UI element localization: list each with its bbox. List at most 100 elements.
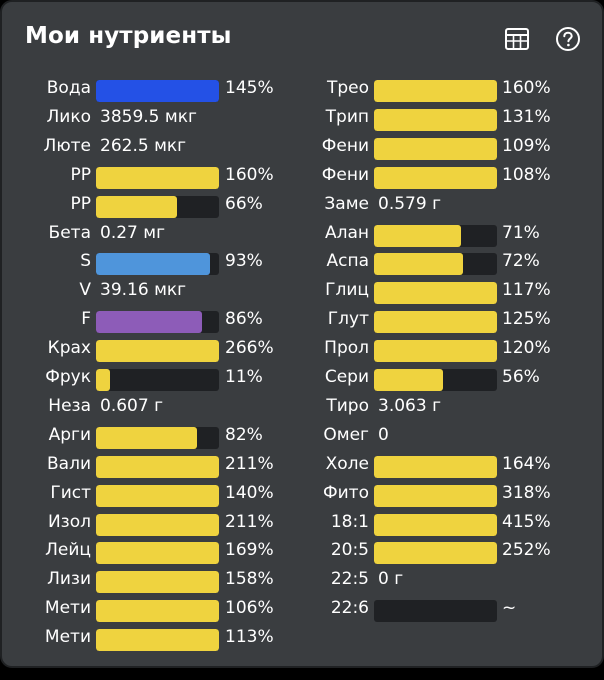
- nutrient-label: Лизи: [47, 569, 91, 590]
- nutrient-label: Гист: [50, 482, 91, 503]
- nutrient-row-f[interactable]: F 86%: [2, 307, 302, 336]
- nutrient-row-тиро[interactable]: Тиро 3.063 г: [294, 394, 604, 423]
- help-icon[interactable]: [555, 26, 581, 52]
- nutrient-progress-bar: [374, 137, 497, 160]
- nutrient-percent: 93%: [225, 251, 263, 272]
- nutrient-progress-fill: [96, 426, 197, 449]
- nutrient-row-гист[interactable]: Гист 140%: [2, 481, 302, 510]
- nutrient-row-мети[interactable]: Мети 106%: [2, 596, 302, 625]
- nutrient-progress-fill: [374, 224, 462, 247]
- nutrient-label: 22:5: [330, 569, 369, 590]
- nutrient-row-фени[interactable]: Фени 108%: [294, 163, 604, 192]
- nutrient-row-заме[interactable]: Заме 0.579 г: [294, 192, 604, 221]
- nutrient-row-фени[interactable]: Фени 109%: [294, 134, 604, 163]
- nutrient-row-22-5[interactable]: 22:5 0 г: [294, 567, 604, 596]
- nutrient-row-вода[interactable]: Вода 145%: [2, 76, 302, 105]
- panel-title: Мои нутриенты: [25, 23, 232, 49]
- nutrient-percent: 56%: [502, 367, 540, 387]
- nutrient-row-рр[interactable]: РР 160%: [2, 163, 302, 192]
- nutrient-amount: 0.579 г: [378, 193, 442, 214]
- nutrient-progress-bar: [96, 484, 219, 507]
- nutrient-progress-fill: [96, 513, 219, 536]
- nutrient-progress-fill: [374, 253, 463, 276]
- table-icon[interactable]: [504, 26, 530, 52]
- nutrient-percent: 160%: [225, 164, 274, 185]
- nutrient-amount: 3.063 г: [378, 395, 442, 416]
- nutrient-percent: 160%: [502, 78, 551, 98]
- nutrient-label: Изол: [47, 511, 91, 532]
- nutrient-progress-bar: [96, 629, 219, 652]
- nutrient-row-лейц[interactable]: Лейц 169%: [2, 538, 302, 567]
- nutrient-row-глут[interactable]: Глут 125%: [294, 307, 604, 336]
- nutrient-amount: 0 г: [378, 569, 404, 590]
- nutrient-row-фрук[interactable]: Фрук 11%: [2, 365, 302, 394]
- nutrient-amount: 0.27 мг: [100, 222, 166, 243]
- nutrient-progress-bar: [96, 571, 219, 594]
- nutrient-row-трип[interactable]: Трип 131%: [294, 105, 604, 134]
- nutrient-progress-bar: [96, 80, 219, 102]
- nutrient-row-сери[interactable]: Сери 56%: [294, 365, 604, 394]
- nutrient-amount: 3859.5 мкг: [100, 106, 197, 127]
- nutrient-progress-fill: [374, 455, 497, 478]
- nutrient-row-неза[interactable]: Неза 0.607 г: [2, 394, 302, 423]
- nutrient-row-20-5[interactable]: 20:5 252%: [294, 538, 604, 567]
- nutrient-progress-fill: [374, 282, 497, 305]
- nutrient-amount: 0.607 г: [100, 395, 164, 416]
- nutrient-label: Фито: [323, 482, 369, 503]
- nutrient-label: V: [79, 280, 91, 301]
- nutrient-percent: 266%: [225, 338, 274, 359]
- nutrient-row-глиц[interactable]: Глиц 117%: [294, 278, 604, 307]
- nutrient-row-лико[interactable]: Лико 3859.5 мкг: [2, 105, 302, 134]
- nutrient-percent: 113%: [225, 627, 274, 648]
- nutrient-progress-fill: [374, 340, 497, 363]
- nutrient-label: Лико: [46, 106, 91, 127]
- nutrient-label: Сери: [324, 367, 369, 387]
- nutrient-row-трео[interactable]: Трео 160%: [294, 76, 604, 105]
- nutrient-label: Тиро: [326, 395, 369, 416]
- nutrient-label: Фрук: [45, 367, 91, 387]
- nutrient-progress-bar: [96, 426, 219, 449]
- nutrient-label: Фени: [321, 135, 369, 156]
- nutrient-percent: 131%: [502, 106, 551, 127]
- nutrient-label: Алан: [324, 222, 369, 243]
- nutrient-progress-bar: [374, 108, 497, 131]
- nutrient-progress-bar: [374, 542, 497, 565]
- nutrient-progress-bar: [96, 600, 219, 623]
- nutrient-row-18-1[interactable]: 18:1 415%: [294, 510, 604, 539]
- nutrient-row-люте[interactable]: Люте 262.5 мкг: [2, 134, 302, 163]
- nutrient-progress-bar: [374, 600, 497, 623]
- nutrient-progress-bar: [96, 455, 219, 478]
- nutrient-row-прол[interactable]: Прол 120%: [294, 336, 604, 365]
- nutrient-row-арги[interactable]: Арги 82%: [2, 423, 302, 452]
- nutrient-row-омег[interactable]: Омег 0: [294, 423, 604, 452]
- nutrient-row-фито[interactable]: Фито 318%: [294, 481, 604, 510]
- nutrient-row-мети[interactable]: Мети 113%: [2, 625, 302, 654]
- nutrient-progress-fill: [374, 542, 497, 565]
- nutrient-label: Трип: [325, 106, 369, 127]
- nutrient-row-бета[interactable]: Бета 0.27 мг: [2, 221, 302, 250]
- nutrient-row-алан[interactable]: Алан 71%: [294, 221, 604, 250]
- nutrient-label: Вали: [47, 453, 91, 474]
- nutrient-label: Арги: [48, 424, 91, 445]
- nutrient-row-холе[interactable]: Холе 164%: [294, 452, 604, 481]
- nutrient-amount: 262.5 мкг: [100, 135, 187, 156]
- nutrient-label: Прол: [324, 338, 369, 359]
- nutrient-row-вали[interactable]: Вали 211%: [2, 452, 302, 481]
- nutrient-row-лизи[interactable]: Лизи 158%: [2, 567, 302, 596]
- nutrient-progress-bar: [374, 224, 497, 247]
- nutrient-row-v[interactable]: V 39.16 мкг: [2, 278, 302, 307]
- nutrient-row-22-6[interactable]: 22:6 ~: [294, 596, 604, 625]
- nutrient-row-s[interactable]: S 93%: [2, 249, 302, 278]
- nutrient-amount: 39.16 мкг: [100, 280, 187, 301]
- nutrient-row-аспа[interactable]: Аспа 72%: [294, 249, 604, 278]
- nutrient-label: Бета: [48, 222, 91, 243]
- nutrient-progress-fill: [374, 311, 497, 334]
- nutrient-row-рр[interactable]: РР 66%: [2, 192, 302, 221]
- nutrient-row-крах[interactable]: Крах 266%: [2, 336, 302, 365]
- nutrient-progress-fill: [96, 455, 219, 478]
- nutrient-progress-bar: [374, 80, 497, 102]
- nutrient-percent: 145%: [225, 78, 274, 98]
- nutrient-row-изол[interactable]: Изол 211%: [2, 510, 302, 539]
- nutrient-progress-bar: [96, 369, 219, 391]
